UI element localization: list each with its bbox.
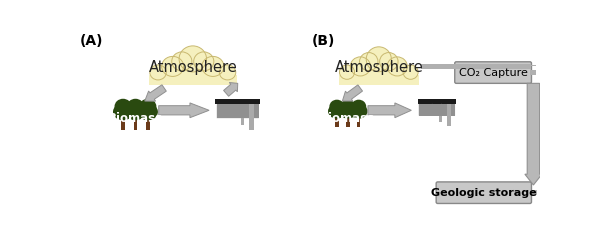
Ellipse shape [340,100,355,113]
Bar [357,113,361,127]
FancyArrow shape [525,83,542,185]
FancyArrow shape [224,82,238,96]
Bar [134,114,137,130]
Ellipse shape [350,104,368,119]
Bar [338,75,419,85]
Ellipse shape [339,104,356,119]
FancyArrow shape [158,103,209,118]
Text: Biomass: Biomass [320,112,376,125]
Bar [439,116,442,122]
Bar [530,190,537,196]
Ellipse shape [139,99,157,114]
Ellipse shape [138,103,158,120]
Bar [419,103,455,116]
Ellipse shape [328,104,346,119]
Bar [249,104,254,130]
Ellipse shape [220,65,236,80]
Bar [149,76,236,85]
Bar [346,113,350,127]
Ellipse shape [202,56,224,76]
Ellipse shape [380,53,398,71]
Ellipse shape [127,99,144,114]
Ellipse shape [171,70,215,85]
Polygon shape [217,104,259,118]
Text: Atmosphere: Atmosphere [334,60,423,76]
Text: (B): (B) [312,34,335,48]
Text: Atmosphere: Atmosphere [148,60,237,76]
Bar [335,113,338,127]
Ellipse shape [113,103,133,120]
FancyArrow shape [343,85,362,101]
Ellipse shape [351,100,366,113]
Ellipse shape [329,100,344,113]
Bar [530,70,536,75]
Text: (A): (A) [80,34,103,48]
FancyArrow shape [368,103,412,118]
Bar [241,118,244,125]
Ellipse shape [359,70,399,84]
Text: Biomass: Biomass [108,112,163,125]
Bar [121,114,125,130]
Ellipse shape [387,57,407,76]
Ellipse shape [115,99,131,114]
FancyBboxPatch shape [436,182,532,203]
Bar [421,64,531,70]
Polygon shape [419,103,455,116]
Ellipse shape [150,65,166,80]
Ellipse shape [359,53,378,71]
Bar [146,114,150,130]
Bar [217,104,259,118]
Ellipse shape [340,65,355,79]
Ellipse shape [350,57,370,76]
Ellipse shape [403,65,418,79]
Bar [446,103,451,126]
Ellipse shape [125,103,146,120]
Text: Geologic storage: Geologic storage [431,188,536,198]
Bar [215,99,260,104]
Ellipse shape [162,56,184,76]
FancyBboxPatch shape [455,62,532,83]
Ellipse shape [172,52,192,71]
Ellipse shape [179,46,206,72]
FancyArrow shape [145,85,166,101]
Bar [418,99,456,103]
Ellipse shape [366,47,391,72]
Bar [531,65,536,66]
Text: CO₂ Capture: CO₂ Capture [458,68,527,78]
Ellipse shape [194,52,214,71]
